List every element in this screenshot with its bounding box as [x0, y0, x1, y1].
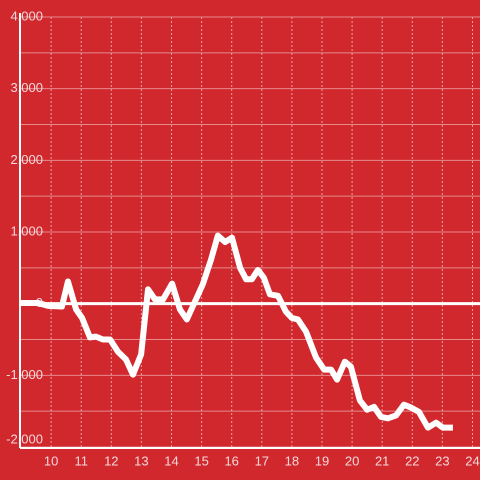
x-tick-label: 23 [435, 453, 449, 468]
y-tick-label: 2,000 [10, 152, 43, 167]
x-tick-label: 15 [194, 453, 208, 468]
y-tick-label: 3,000 [10, 80, 43, 95]
x-tick-label: 24 [465, 453, 479, 468]
x-tick-label: 22 [405, 453, 419, 468]
x-tick-label: 12 [104, 453, 118, 468]
x-tick-label: 18 [285, 453, 299, 468]
y-tick-label: -2,000 [6, 431, 43, 446]
x-tick-label: 16 [224, 453, 238, 468]
x-tick-label: 21 [375, 453, 389, 468]
x-tick-label: 20 [345, 453, 359, 468]
y-tick-label: 1,000 [10, 223, 43, 238]
x-tick-label: 10 [44, 453, 58, 468]
y-tick-label: -1,000 [6, 367, 43, 382]
x-tick-label: 13 [134, 453, 148, 468]
x-tick-label: 17 [255, 453, 269, 468]
x-tick-label: 19 [315, 453, 329, 468]
x-tick-label: 14 [164, 453, 178, 468]
line [21, 232, 453, 431]
y-tick-label: 4,000 [10, 8, 43, 23]
x-tick-label: 11 [74, 453, 88, 468]
